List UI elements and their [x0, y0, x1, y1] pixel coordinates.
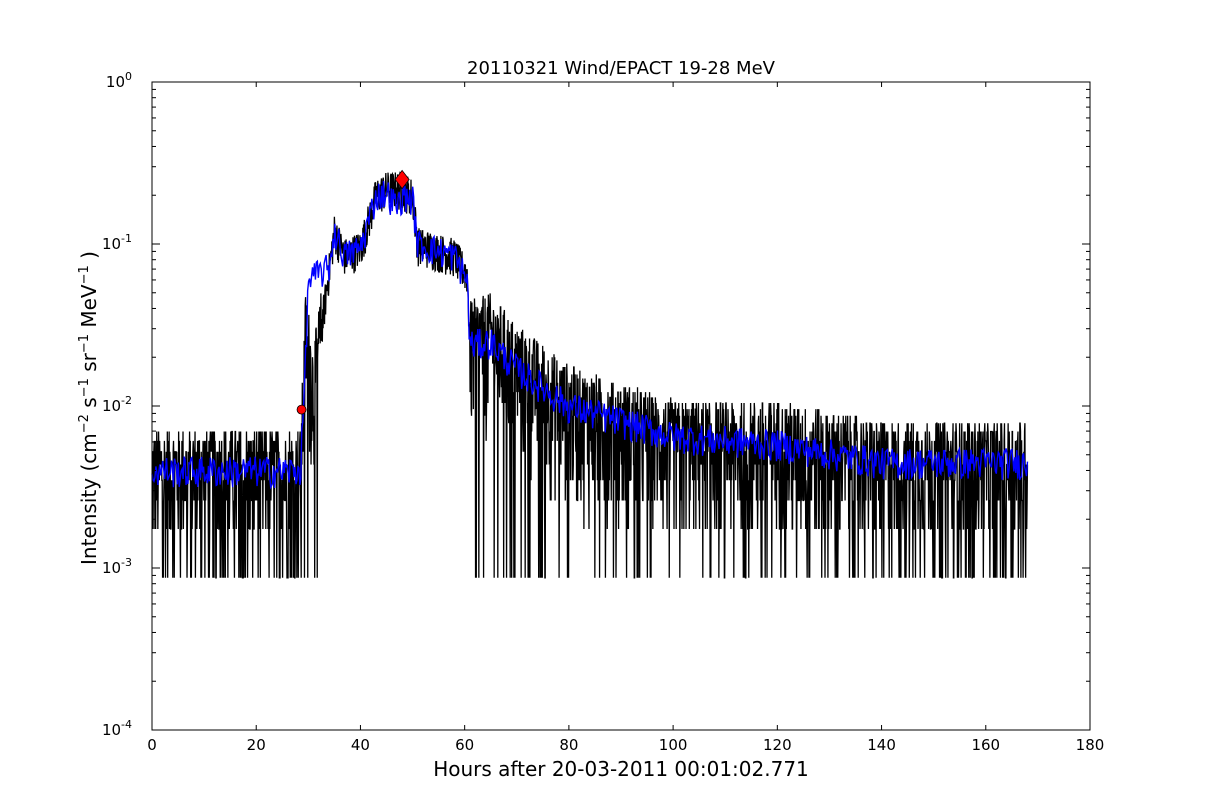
- x-axis-label: Hours after 20-03-2011 00:01:02.771: [433, 757, 809, 781]
- plot-area: [151, 169, 1029, 579]
- peak-marker: [394, 169, 410, 190]
- y-label-prefix: Intensity (cm: [77, 433, 101, 565]
- y-label-sr: sr: [77, 352, 101, 378]
- y-tick-label: 10-3: [102, 556, 132, 577]
- ticks: 0 20 40 60 80 100 120 140 160 18010-410-310-210-1…: [102, 70, 1104, 754]
- series-line-smoothed: [151, 180, 1029, 490]
- y-tick-base: 10: [106, 73, 125, 91]
- x-tick-label: 180: [1076, 736, 1105, 754]
- y-label-s: s: [77, 397, 101, 414]
- x-tick-label: 140: [867, 736, 896, 754]
- y-label-exp-4: −1: [77, 265, 92, 284]
- y-tick-exponent: -3: [121, 556, 132, 569]
- y-tick-label: 100: [106, 70, 132, 91]
- y-tick-exponent: -2: [121, 394, 132, 407]
- y-tick-exponent: -1: [121, 232, 132, 245]
- x-tick-label: 20: [247, 736, 266, 754]
- x-tick-label: 80: [559, 736, 578, 754]
- x-tick-label: 60: [455, 736, 474, 754]
- x-tick-label: 160: [971, 736, 1000, 754]
- y-label-exp-3: −1: [77, 334, 92, 353]
- y-label-exp-1: −2: [77, 414, 92, 433]
- x-tick-label: 100: [659, 736, 688, 754]
- y-tick-base: 10: [102, 721, 121, 739]
- y-tick-exponent: 0: [125, 70, 132, 83]
- y-label-suffix: ): [77, 251, 101, 265]
- x-tick-label: 0: [147, 736, 157, 754]
- chart-title: 20110321 Wind/EPACT 19-28 MeV: [467, 58, 776, 79]
- onset-marker: [296, 404, 307, 415]
- y-tick-base: 10: [102, 559, 121, 577]
- y-tick-label: 10-4: [102, 718, 132, 739]
- y-tick-base: 10: [102, 397, 121, 415]
- x-tick-label: 120: [763, 736, 792, 754]
- y-axis-label: Intensity (cm−2 s−1 sr−1 MeV−1 ): [77, 251, 101, 565]
- series-line-raw: [152, 171, 1029, 579]
- y-tick-label: 10-2: [102, 394, 132, 415]
- y-label-mev: MeV: [77, 284, 101, 334]
- y-label-exp-2: −1: [77, 378, 92, 397]
- y-tick-exponent: -4: [121, 718, 132, 731]
- y-tick-base: 10: [102, 235, 121, 253]
- y-tick-label: 10-1: [102, 232, 132, 253]
- x-tick-label: 40: [351, 736, 370, 754]
